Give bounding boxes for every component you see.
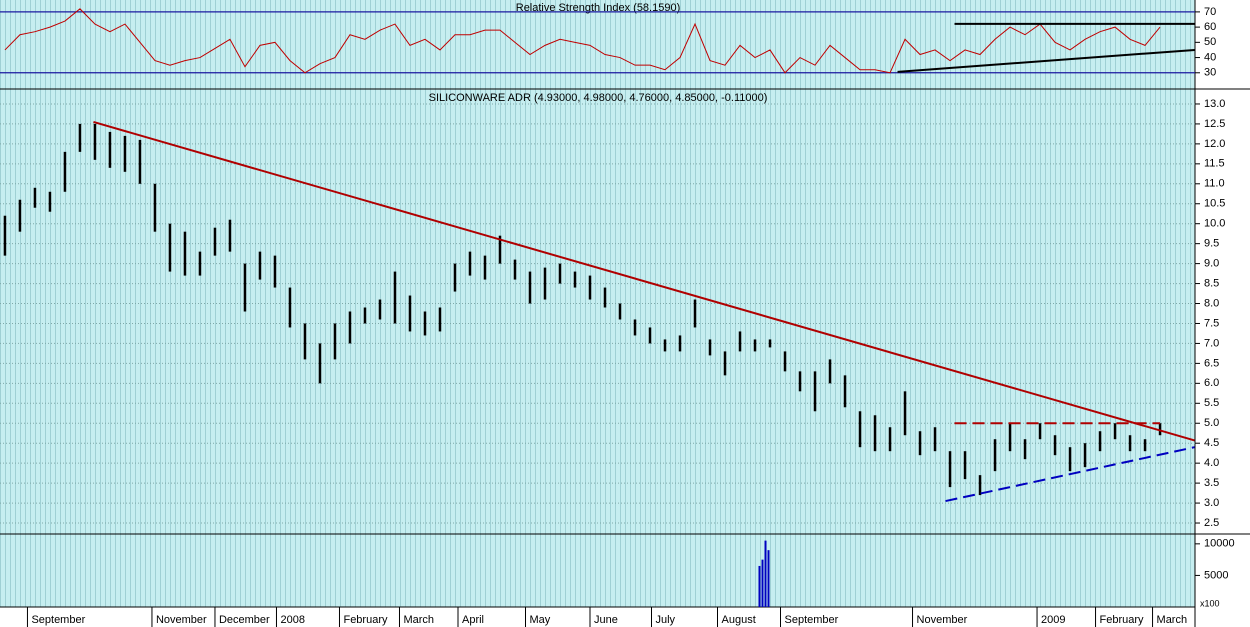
- y-tick-label: 6.0: [1204, 377, 1219, 389]
- x-tick-label: February: [343, 614, 388, 626]
- x-tick-label: April: [462, 614, 484, 626]
- y-tick-label: 7.5: [1204, 317, 1219, 329]
- y-tick-label: 6.5: [1204, 357, 1219, 369]
- y-tick-label: 3.0: [1204, 497, 1219, 509]
- y-tick-label: 9.5: [1204, 238, 1219, 250]
- volume-unit: x100: [1200, 598, 1220, 608]
- y-tick-label: 3.5: [1204, 477, 1219, 489]
- y-tick-label: 10.0: [1204, 218, 1225, 230]
- y-tick-label: 12.0: [1204, 138, 1225, 150]
- volume-y-tick-label: 5000: [1204, 569, 1228, 581]
- rsi-y-tick-label: 60: [1204, 21, 1216, 33]
- y-tick-label: 13.0: [1204, 98, 1225, 110]
- x-tick-label: September: [785, 614, 839, 626]
- y-tick-label: 9.0: [1204, 258, 1219, 270]
- rsi-title: Relative Strength Index (58.1590): [516, 2, 681, 14]
- y-tick-label: 10.5: [1204, 198, 1225, 210]
- y-tick-label: 5.5: [1204, 397, 1219, 409]
- y-tick-label: 7.0: [1204, 337, 1219, 349]
- x-tick-label: March: [1157, 614, 1188, 626]
- y-tick-label: 11.0: [1204, 178, 1225, 190]
- rsi-y-tick-label: 40: [1204, 51, 1216, 63]
- price-trendline: [945, 446, 1195, 503]
- y-tick-label: 2.5: [1204, 517, 1219, 529]
- rsi-y-tick-label: 70: [1204, 6, 1216, 18]
- x-tick-label: March: [403, 614, 434, 626]
- y-tick-label: 4.5: [1204, 437, 1219, 449]
- y-tick-label: 4.0: [1204, 457, 1219, 469]
- chart-title: SILICONWARE ADR (4.93000, 4.98000, 4.760…: [429, 92, 768, 104]
- x-tick-label: November: [917, 614, 968, 626]
- x-tick-label: July: [656, 614, 676, 626]
- x-tick-label: December: [219, 614, 270, 626]
- y-tick-label: 12.5: [1204, 118, 1225, 130]
- rsi-trendline: [897, 48, 1195, 73]
- y-tick-label: 11.5: [1204, 158, 1225, 170]
- volume-y-tick-label: 10000: [1204, 538, 1235, 550]
- x-tick-label: August: [722, 614, 756, 626]
- axis-background: [1195, 0, 1250, 627]
- y-tick-label: 8.0: [1204, 297, 1219, 309]
- x-tick-label: November: [156, 614, 207, 626]
- y-tick-label: 8.5: [1204, 277, 1219, 289]
- rsi-line: [4, 8, 1161, 74]
- rsi-y-tick-label: 50: [1204, 36, 1216, 48]
- x-tick-label: June: [594, 614, 618, 626]
- x-tick-label: 2009: [1041, 614, 1065, 626]
- x-tick-label: May: [529, 614, 550, 626]
- rsi-y-tick-label: 30: [1204, 67, 1216, 79]
- y-tick-label: 5.0: [1204, 417, 1219, 429]
- x-tick-label: September: [31, 614, 85, 626]
- x-tick-label: 2008: [280, 614, 304, 626]
- x-tick-label: February: [1100, 614, 1145, 626]
- price-trendline: [93, 120, 1195, 442]
- x-axis-background: [0, 607, 1195, 627]
